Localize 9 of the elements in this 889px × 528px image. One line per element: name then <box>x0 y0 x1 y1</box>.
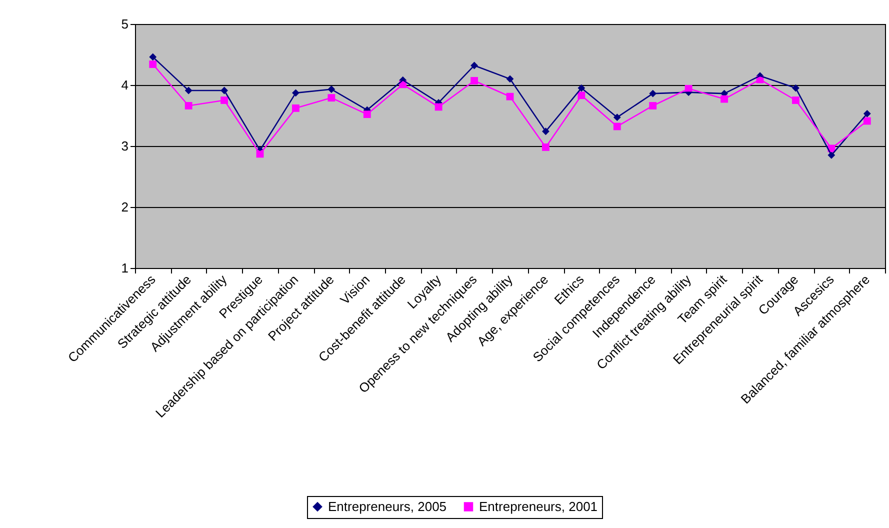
y-tick-label: 2 <box>121 200 128 214</box>
legend-label: Entrepreneurs, 2005 <box>328 498 447 514</box>
y-tick-label: 5 <box>121 16 128 32</box>
point <box>863 110 871 118</box>
legend-label: Entrepreneurs, 2001 <box>479 498 598 514</box>
y-tick-label: 4 <box>121 78 128 92</box>
y-tick-label: 1 <box>121 260 128 276</box>
point <box>149 60 157 68</box>
y-tick-label: 3 <box>121 138 128 154</box>
